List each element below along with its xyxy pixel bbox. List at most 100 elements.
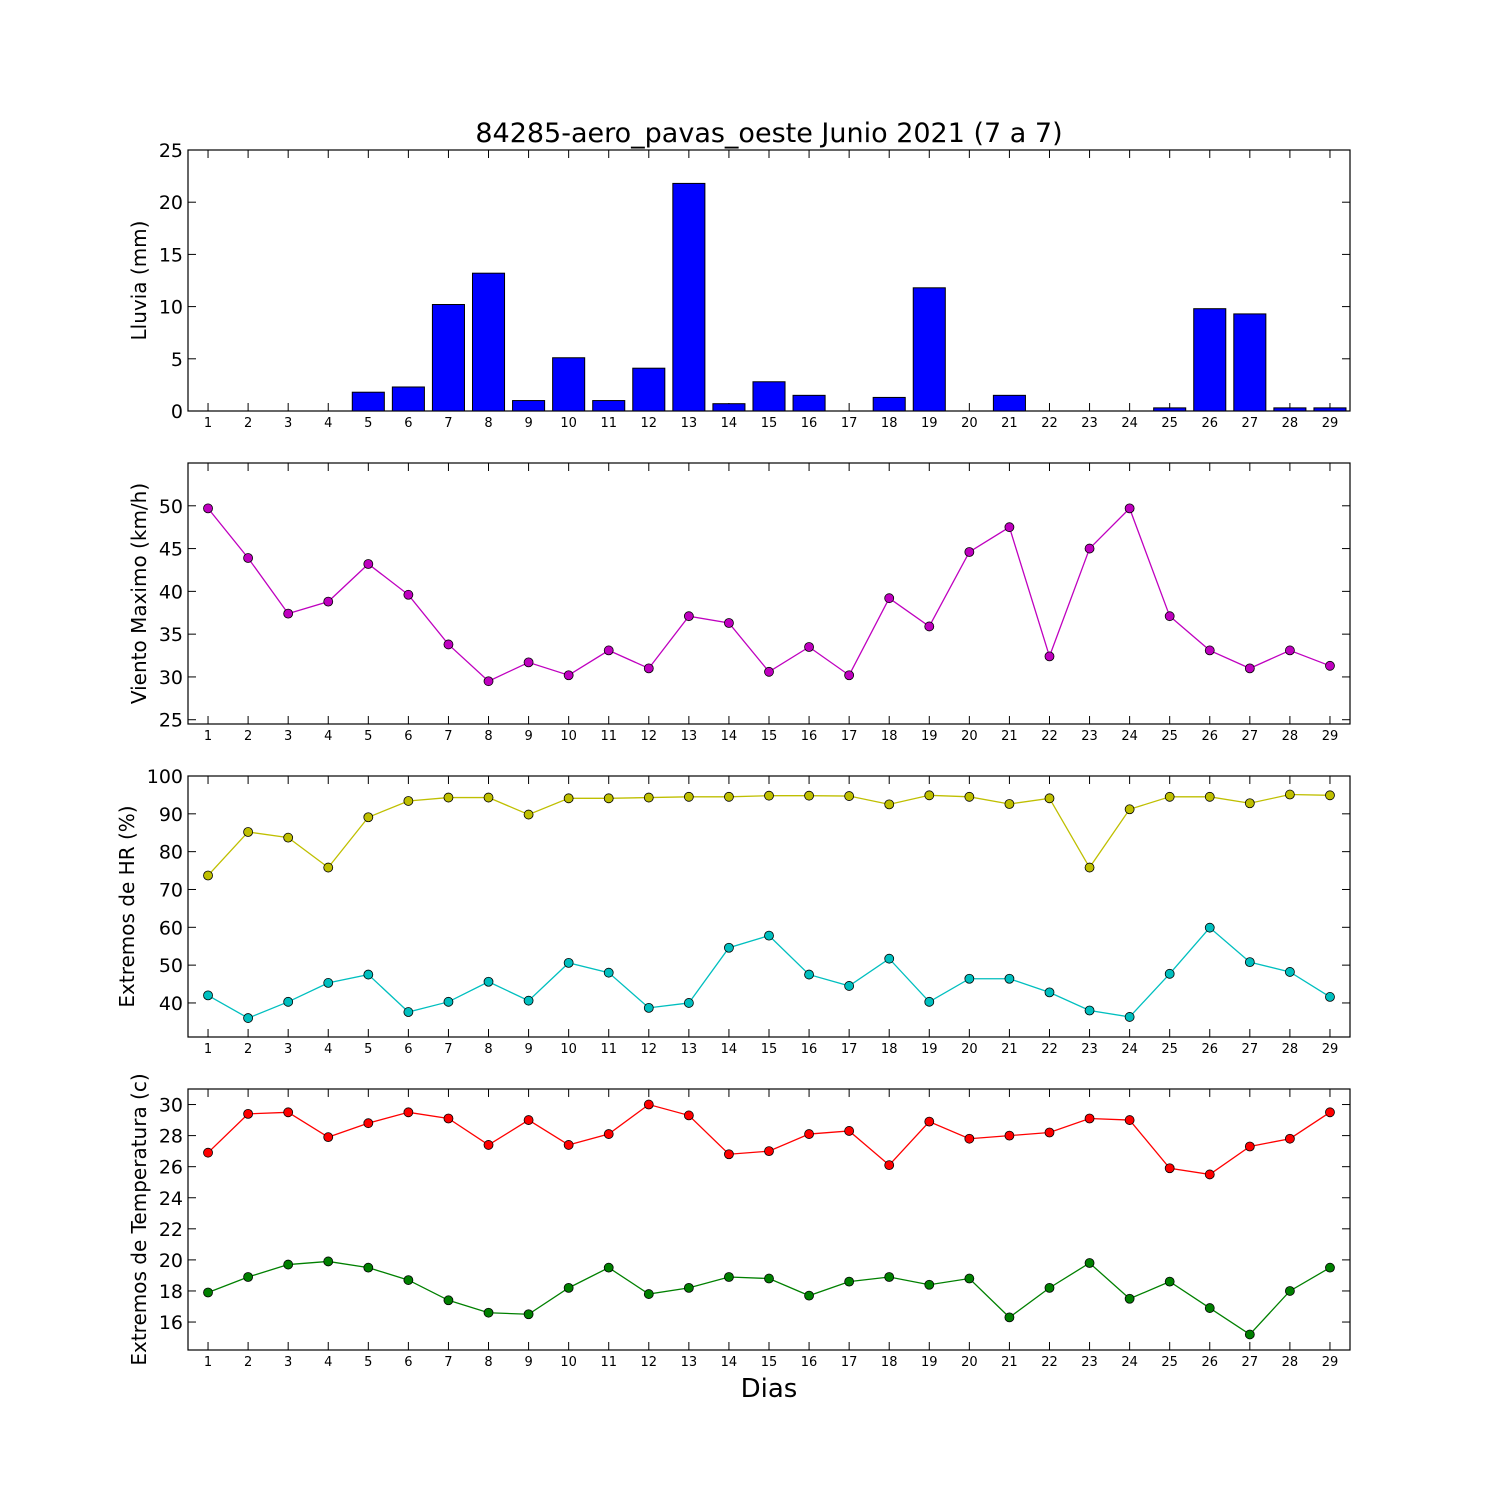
- hr-max-point: [443, 792, 454, 803]
- hr-min-point: [1084, 1005, 1095, 1016]
- temperature-xtick-label: 23: [1081, 1355, 1098, 1370]
- temp-max-point: [844, 1126, 855, 1136]
- wind-max-point: [683, 611, 694, 622]
- temp-min-point: [1044, 1282, 1055, 1293]
- rain-xtick-label: 18: [881, 416, 898, 431]
- wind-max-point: [323, 596, 334, 607]
- humidity-xtick-label: 13: [681, 1042, 698, 1057]
- humidity-xtick-label: 18: [881, 1042, 898, 1057]
- temperature-xtick-label: 12: [641, 1355, 658, 1370]
- humidity-xtick-label: 15: [761, 1042, 778, 1057]
- hr-min-point: [683, 998, 694, 1008]
- rain-bar: [712, 403, 746, 412]
- hr-max-point: [764, 790, 774, 801]
- wind-ytick-label: 40: [159, 581, 183, 603]
- wind-xtick-label: 18: [881, 729, 898, 744]
- temp-max-point: [283, 1107, 294, 1118]
- hr-min-point: [804, 969, 814, 980]
- humidity-xtick-label: 19: [921, 1042, 938, 1057]
- rain-xtick-label: 5: [364, 416, 372, 431]
- temp-max-point: [804, 1129, 814, 1139]
- wind-xtick-label: 7: [444, 729, 452, 744]
- wind-max-point: [1244, 663, 1255, 674]
- temp-max-point: [1124, 1115, 1135, 1125]
- temp-max-point: [643, 1099, 654, 1110]
- rain-xtick-label: 29: [1322, 416, 1339, 431]
- temperature-xtick-label: 3: [284, 1355, 292, 1370]
- wind-max-point: [884, 593, 895, 604]
- hr-max-point: [323, 862, 334, 873]
- temperature-xtick-label: 22: [1041, 1355, 1058, 1370]
- wind-xtick-label: 20: [961, 729, 978, 744]
- temperature-ytick-label: 20: [159, 1250, 183, 1272]
- temperature-xtick-label: 27: [1242, 1355, 1259, 1370]
- temperature-xtick-label: 7: [444, 1355, 452, 1370]
- humidity-xtick-label: 14: [721, 1042, 738, 1057]
- humidity-xtick-label: 23: [1081, 1042, 1098, 1057]
- rain-xtick-label: 4: [324, 416, 332, 431]
- wind-xtick-label: 11: [600, 729, 617, 744]
- wind-xtick-label: 29: [1322, 729, 1339, 744]
- rain-xtick-label: 28: [1282, 416, 1299, 431]
- wind-max-point: [203, 503, 213, 514]
- hr-max-point: [1284, 789, 1295, 800]
- rain-xtick-label: 13: [681, 416, 698, 431]
- rain-bar: [512, 400, 546, 412]
- temp-min-point: [443, 1295, 454, 1306]
- temperature-axes-frame: [187, 1088, 1351, 1351]
- wind-max-point: [563, 670, 574, 681]
- humidity-xtick-label: 21: [1001, 1042, 1018, 1057]
- wind-xtick-label: 15: [761, 729, 778, 744]
- temperature-xtick-label: 26: [1201, 1355, 1218, 1370]
- temp-max-point: [764, 1146, 774, 1157]
- humidity-ytick-label: 60: [159, 917, 183, 939]
- hr-min-point: [1044, 987, 1055, 998]
- rain-bar: [752, 381, 786, 412]
- humidity-xtick-label: 7: [444, 1042, 452, 1057]
- wind-max-point: [283, 608, 294, 619]
- temperature-xtick-label: 2: [244, 1355, 252, 1370]
- temperature-xtick-label: 24: [1121, 1355, 1138, 1370]
- hr-min-point: [844, 981, 855, 991]
- rain-xtick-label: 3: [284, 416, 292, 431]
- temp-max-point: [924, 1116, 935, 1127]
- temperature-ytick-label: 22: [159, 1219, 183, 1241]
- hr-max-point: [683, 791, 694, 802]
- hr-max-point: [1004, 799, 1015, 809]
- humidity-ytick-label: 90: [159, 804, 183, 826]
- wind-max-point: [1164, 611, 1175, 622]
- rain-ytick-label: 5: [171, 349, 183, 371]
- rain-bar: [912, 287, 946, 412]
- wind-xtick-label: 5: [364, 729, 372, 744]
- wind-max-point: [844, 670, 855, 681]
- temperature-xtick-label: 1: [204, 1355, 212, 1370]
- wind-max-point: [523, 657, 534, 668]
- temperature-xtick-label: 18: [881, 1355, 898, 1370]
- temperature-xtick-label: 25: [1161, 1355, 1178, 1370]
- rain-xtick-label: 7: [444, 416, 452, 431]
- wind-ytick-label: 50: [159, 496, 183, 518]
- temp-min-point: [363, 1262, 374, 1273]
- temperature-xtick-label: 21: [1001, 1355, 1018, 1370]
- temp-max-point: [523, 1115, 534, 1125]
- hr-min-point: [1204, 922, 1215, 933]
- temp-max-point: [563, 1140, 574, 1150]
- hr-min-point: [523, 995, 534, 1006]
- humidity-xtick-label: 28: [1282, 1042, 1299, 1057]
- rain-bar: [1193, 308, 1227, 412]
- rain-bar: [632, 367, 666, 412]
- temp-max-line: [207, 1103, 1331, 1176]
- wind-xtick-label: 2: [244, 729, 252, 744]
- humidity-xtick-label: 9: [524, 1042, 532, 1057]
- hr-min-point: [1244, 957, 1255, 968]
- rain-ytick-label: 20: [159, 192, 183, 214]
- hr-max-point: [283, 832, 294, 843]
- wind-xtick-label: 24: [1121, 729, 1138, 744]
- temp-min-point: [403, 1275, 414, 1285]
- hr-max-point: [483, 792, 494, 803]
- hr-max-point: [363, 812, 374, 823]
- wind-max-point: [1124, 503, 1135, 514]
